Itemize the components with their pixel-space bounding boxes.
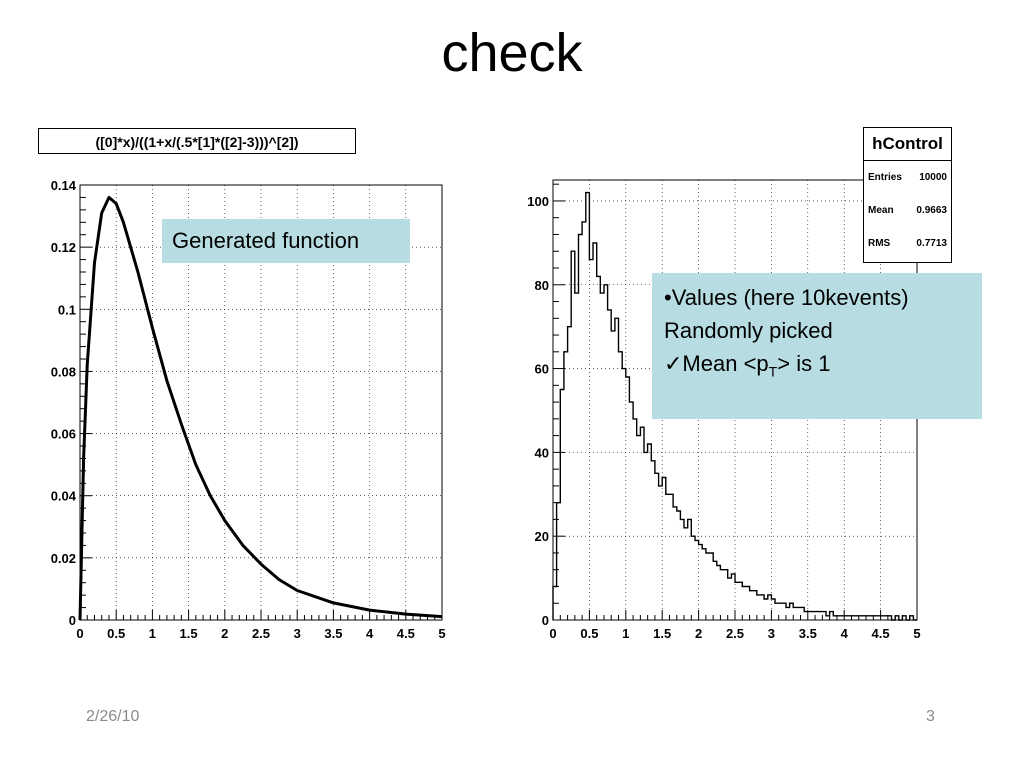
function-x-tick-label: 2.5	[252, 626, 270, 641]
values-line-1: •Values (here 10kevents)	[664, 285, 909, 310]
histogram-x-tick-label: 2	[695, 626, 702, 641]
stats-entries-row: Entries 10000	[864, 161, 951, 194]
values-line-3-subscript: T	[768, 363, 778, 380]
values-line-3-prefix: ✓Mean <p	[664, 351, 769, 376]
function-x-tick-label: 1	[149, 626, 156, 641]
histogram-x-tick-label: 0.5	[580, 626, 598, 641]
histogram-y-tick-label: 0	[542, 613, 549, 628]
histogram-x-tick-label: 2.5	[726, 626, 744, 641]
stats-title: hControl	[864, 128, 951, 161]
stats-rms-row: RMS 0.7713	[864, 227, 951, 260]
function-y-tick-label: 0.14	[51, 178, 77, 193]
histogram-x-tick-label: 3	[768, 626, 775, 641]
stats-mean-label: Mean	[868, 205, 894, 216]
function-curve	[78, 195, 443, 621]
histogram-x-tick-label: 0	[549, 626, 556, 641]
generated-function-annotation: Generated function	[162, 219, 410, 263]
function-x-tick-label: 4.5	[397, 626, 415, 641]
stats-mean-value: 0.9663	[916, 205, 947, 216]
function-x-tick-label: 4	[366, 626, 374, 641]
function-y-tick-label: 0	[69, 613, 76, 628]
function-x-tick-label: 3	[294, 626, 301, 641]
histogram-x-tick-label: 1	[622, 626, 629, 641]
histogram-x-tick-label: 3.5	[799, 626, 817, 641]
function-y-tick-label: 0.1	[58, 302, 76, 317]
slide-title: check	[441, 23, 583, 83]
footer-date: 2/26/10	[86, 708, 140, 725]
stats-rms-label: RMS	[868, 238, 891, 249]
stats-entries-label: Entries	[868, 172, 902, 183]
function-y-tick-label: 0.02	[51, 551, 76, 566]
function-formula-label: ([0]*x)/((1+x/(.5*[1]*([2]-3)))^[2])	[38, 128, 356, 154]
histogram-x-tick-label: 4.5	[872, 626, 890, 641]
function-y-tick-label: 0.04	[51, 489, 77, 504]
histogram-outline	[552, 191, 917, 621]
function-x-tick-label: 3.5	[324, 626, 342, 641]
values-line-3-suffix: > is 1	[777, 351, 831, 376]
function-y-tick-label: 0.08	[51, 364, 76, 379]
histogram-y-tick-label: 40	[535, 445, 549, 460]
function-y-tick-label: 0.12	[51, 240, 76, 255]
footer-page-number: 3	[926, 708, 935, 725]
stats-mean-row: Mean 0.9663	[864, 194, 951, 227]
values-line-3: ✓Mean <pT> is 1	[664, 347, 970, 388]
histogram-y-tick-label: 20	[535, 529, 549, 544]
histogram-stats-box: hControl Entries 10000 Mean 0.9663 RMS 0…	[863, 127, 952, 263]
stats-rms-value: 0.7713	[916, 238, 947, 249]
stats-entries-value: 10000	[919, 172, 947, 183]
function-x-tick-label: 0	[76, 626, 83, 641]
function-x-tick-label: 5	[438, 626, 445, 641]
function-y-tick-label: 0.06	[51, 427, 76, 442]
histogram-y-tick-label: 100	[527, 194, 549, 209]
histogram-x-tick-label: 5	[913, 626, 920, 641]
function-x-tick-label: 2	[221, 626, 228, 641]
histogram-y-tick-label: 80	[535, 278, 549, 293]
histogram-x-tick-label: 4	[841, 626, 849, 641]
function-x-tick-label: 1.5	[180, 626, 198, 641]
values-line-2: Randomly picked	[664, 318, 833, 343]
histogram-y-tick-label: 60	[535, 362, 549, 377]
histogram-x-tick-label: 1.5	[653, 626, 671, 641]
values-annotation: •Values (here 10kevents) Randomly picked…	[652, 273, 982, 419]
function-x-tick-label: 0.5	[107, 626, 125, 641]
